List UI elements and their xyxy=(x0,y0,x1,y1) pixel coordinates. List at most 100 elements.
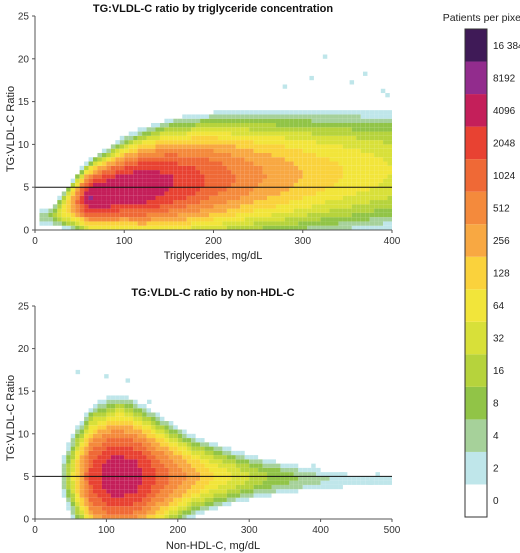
heatmap-bin xyxy=(365,131,370,136)
heatmap-bin xyxy=(226,131,232,136)
heatmap-bin xyxy=(168,501,174,507)
heatmap-bin xyxy=(253,148,259,153)
heatmap-bin xyxy=(244,484,250,490)
heatmap-bin xyxy=(106,208,111,213)
heatmap-bin xyxy=(267,459,272,464)
heatmap-bin xyxy=(66,472,71,477)
heatmap-bin xyxy=(75,480,80,485)
heatmap-bin xyxy=(173,484,178,490)
heatmap-bin xyxy=(360,127,366,132)
heatmap-bin xyxy=(155,174,160,179)
heatmap-bin xyxy=(209,204,214,209)
heatmap-bin xyxy=(128,450,134,456)
heatmap-bin xyxy=(258,157,263,162)
heatmap-bin xyxy=(209,489,214,494)
heatmap-bin xyxy=(173,480,178,485)
heatmap-bin xyxy=(235,493,241,498)
heatmap-bin xyxy=(173,191,178,196)
heatmap-bin xyxy=(110,182,116,188)
heatmap-bin xyxy=(106,212,111,218)
heatmap-bin xyxy=(97,484,102,490)
heatmap-bin xyxy=(262,225,268,230)
heatmap-bin xyxy=(119,489,125,494)
heatmap-bin xyxy=(226,170,232,175)
heatmap-bin xyxy=(289,131,294,136)
heatmap-bin xyxy=(275,182,281,188)
heatmap-bin xyxy=(84,442,89,447)
heatmap-bin xyxy=(240,140,245,145)
heatmap-bin xyxy=(365,165,370,171)
heatmap-bin xyxy=(75,459,80,464)
heatmap-bin xyxy=(325,174,330,179)
heatmap-bin xyxy=(88,416,94,422)
heatmap-bin xyxy=(191,114,196,119)
heatmap-bin xyxy=(244,195,250,201)
heatmap-bin xyxy=(191,217,196,222)
heatmap-bin xyxy=(365,170,370,175)
heatmap-bin xyxy=(378,157,384,162)
heatmap-bin xyxy=(222,170,227,175)
heatmap-bin xyxy=(182,144,187,149)
heatmap-bin xyxy=(191,493,196,498)
heatmap-bin xyxy=(66,501,71,507)
heatmap-bin xyxy=(280,187,285,192)
heatmap-bin xyxy=(200,217,205,222)
heatmap-bin xyxy=(325,140,330,145)
heatmap-bin xyxy=(186,442,192,447)
heatmap-bin xyxy=(209,221,214,226)
heatmap-bin xyxy=(133,174,138,179)
heatmap-bin xyxy=(365,212,370,218)
heatmap-bin xyxy=(217,195,223,201)
heatmap-bin xyxy=(84,416,89,422)
heatmap-bin xyxy=(217,489,223,494)
heatmap-bin xyxy=(289,472,294,477)
heatmap-bin xyxy=(280,204,285,209)
heatmap-bin xyxy=(222,208,227,213)
heatmap-bin xyxy=(325,127,330,132)
heatmap-bin xyxy=(209,182,214,188)
heatmap-bin xyxy=(146,204,152,209)
heatmap-bin xyxy=(387,217,392,222)
heatmap-bin xyxy=(70,217,76,222)
heatmap-bin xyxy=(387,110,392,115)
heatmap-bin xyxy=(124,506,129,511)
heatmap-bin xyxy=(213,446,218,451)
heatmap-bin xyxy=(369,200,375,205)
heatmap-bin xyxy=(168,514,174,519)
heatmap-bin xyxy=(146,174,152,179)
heatmap-bin xyxy=(84,438,89,443)
heatmap-bin xyxy=(240,497,245,502)
heatmap-bin xyxy=(75,174,80,179)
heatmap-bin xyxy=(262,174,268,179)
heatmap-bin xyxy=(342,221,348,226)
heatmap-bin xyxy=(88,200,94,205)
heatmap-bin xyxy=(240,144,245,149)
heatmap-bin xyxy=(119,144,125,149)
legend-label: 4 xyxy=(493,431,499,442)
heatmap-bin xyxy=(240,212,245,218)
heatmap-bin xyxy=(151,217,156,222)
heatmap-bin xyxy=(378,217,384,222)
heatmap-bin xyxy=(329,114,334,119)
heatmap-bin xyxy=(195,114,201,119)
heatmap-bin xyxy=(209,148,214,153)
heatmap-bin xyxy=(365,123,370,128)
heatmap-bin xyxy=(142,135,147,141)
heatmap-bin xyxy=(191,178,196,183)
heatmap-bin xyxy=(316,152,321,158)
heatmap-bin xyxy=(195,446,201,451)
heatmap-bin xyxy=(177,131,183,136)
heatmap-bin xyxy=(262,467,268,473)
heatmap-bin xyxy=(298,200,303,205)
heatmap-bin-outlier xyxy=(282,84,288,89)
heatmap-bin xyxy=(213,212,218,218)
heatmap-bin xyxy=(177,165,183,171)
heatmap-bin xyxy=(369,140,375,145)
heatmap-bin xyxy=(235,208,241,213)
heatmap-bin xyxy=(195,489,201,494)
heatmap-bin xyxy=(182,157,187,162)
heatmap-bin xyxy=(240,191,245,196)
heatmap-bin xyxy=(253,195,259,201)
heatmap-bin xyxy=(209,497,214,502)
heatmap-bin xyxy=(119,442,125,447)
